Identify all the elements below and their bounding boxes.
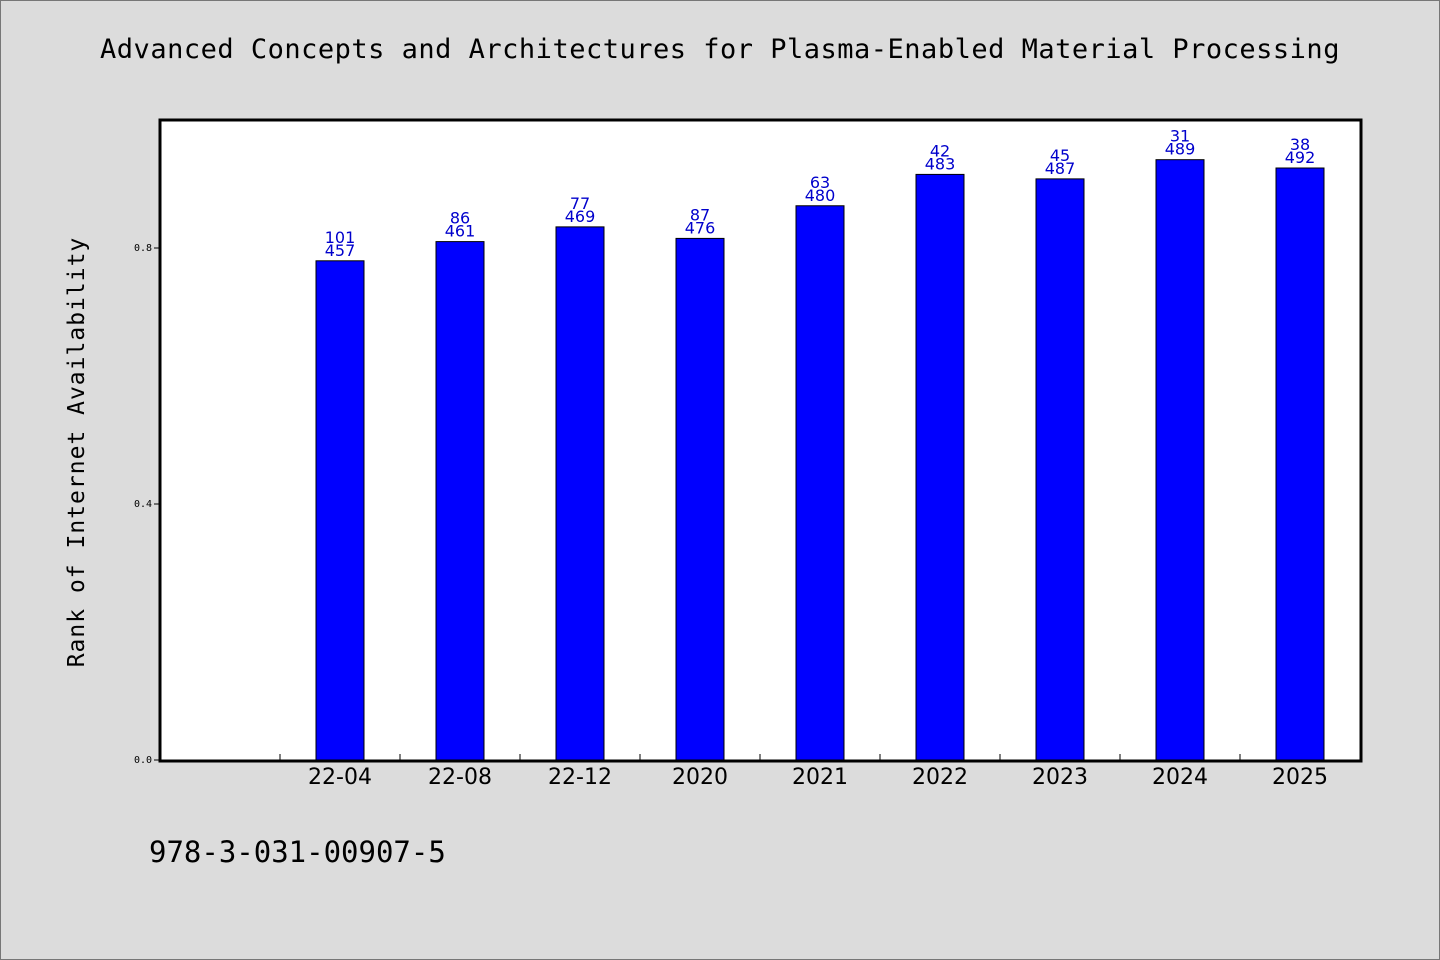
data-label-top: 31 [1170,127,1190,146]
x-tick-label: 2024 [1152,765,1208,790]
data-label-top: 86 [450,209,470,228]
y-tick-label: 0.4 [134,499,152,510]
bar-series [315,159,1325,761]
data-label-top: 45 [1050,146,1070,165]
data-label-bottom: 487 [1045,159,1076,178]
data-label-top: 63 [810,173,830,192]
x-tick-label: 2022 [912,765,968,790]
bar [795,205,845,761]
bar [1275,167,1325,761]
data-label-bottom: 483 [925,154,956,173]
data-label-top: 77 [570,194,590,213]
x-tick-label: 2021 [792,765,848,790]
data-label-bottom: 480 [805,186,836,205]
bar [675,237,725,761]
bar [1035,178,1085,761]
data-label-top: 87 [690,205,710,224]
data-label-bottom: 469 [565,207,596,226]
chart-title: Advanced Concepts and Architectures for … [100,34,1340,65]
axis-ticks: 0.0 0.4 0.8 [134,243,1361,766]
x-tick-label: 22-08 [428,765,492,790]
x-tick-label: 22-04 [308,765,372,790]
bar [1155,159,1205,761]
bar [915,173,965,761]
bar [435,241,485,761]
data-label-top: 42 [930,141,950,160]
y-tick-label: 0.0 [134,755,152,766]
data-label-bottom: 489 [1165,140,1196,159]
bar [555,226,605,761]
data-label-top: 38 [1290,135,1310,154]
y-tick-label: 0.8 [134,243,152,254]
isbn-text: 978-3-031-00907-5 [149,835,446,869]
x-tick-label: 2025 [1272,765,1328,790]
x-tick-label: 2023 [1032,765,1088,790]
data-label-top: 101 [325,228,356,247]
data-label-bottom: 476 [685,218,716,237]
data-label-bottom: 461 [445,222,476,241]
x-tick-label: 2020 [672,765,728,790]
bar [315,260,365,761]
data-label-bottom: 492 [1285,148,1316,167]
x-tick-label: 22-12 [548,765,612,790]
data-label-bottom: 457 [325,241,356,260]
